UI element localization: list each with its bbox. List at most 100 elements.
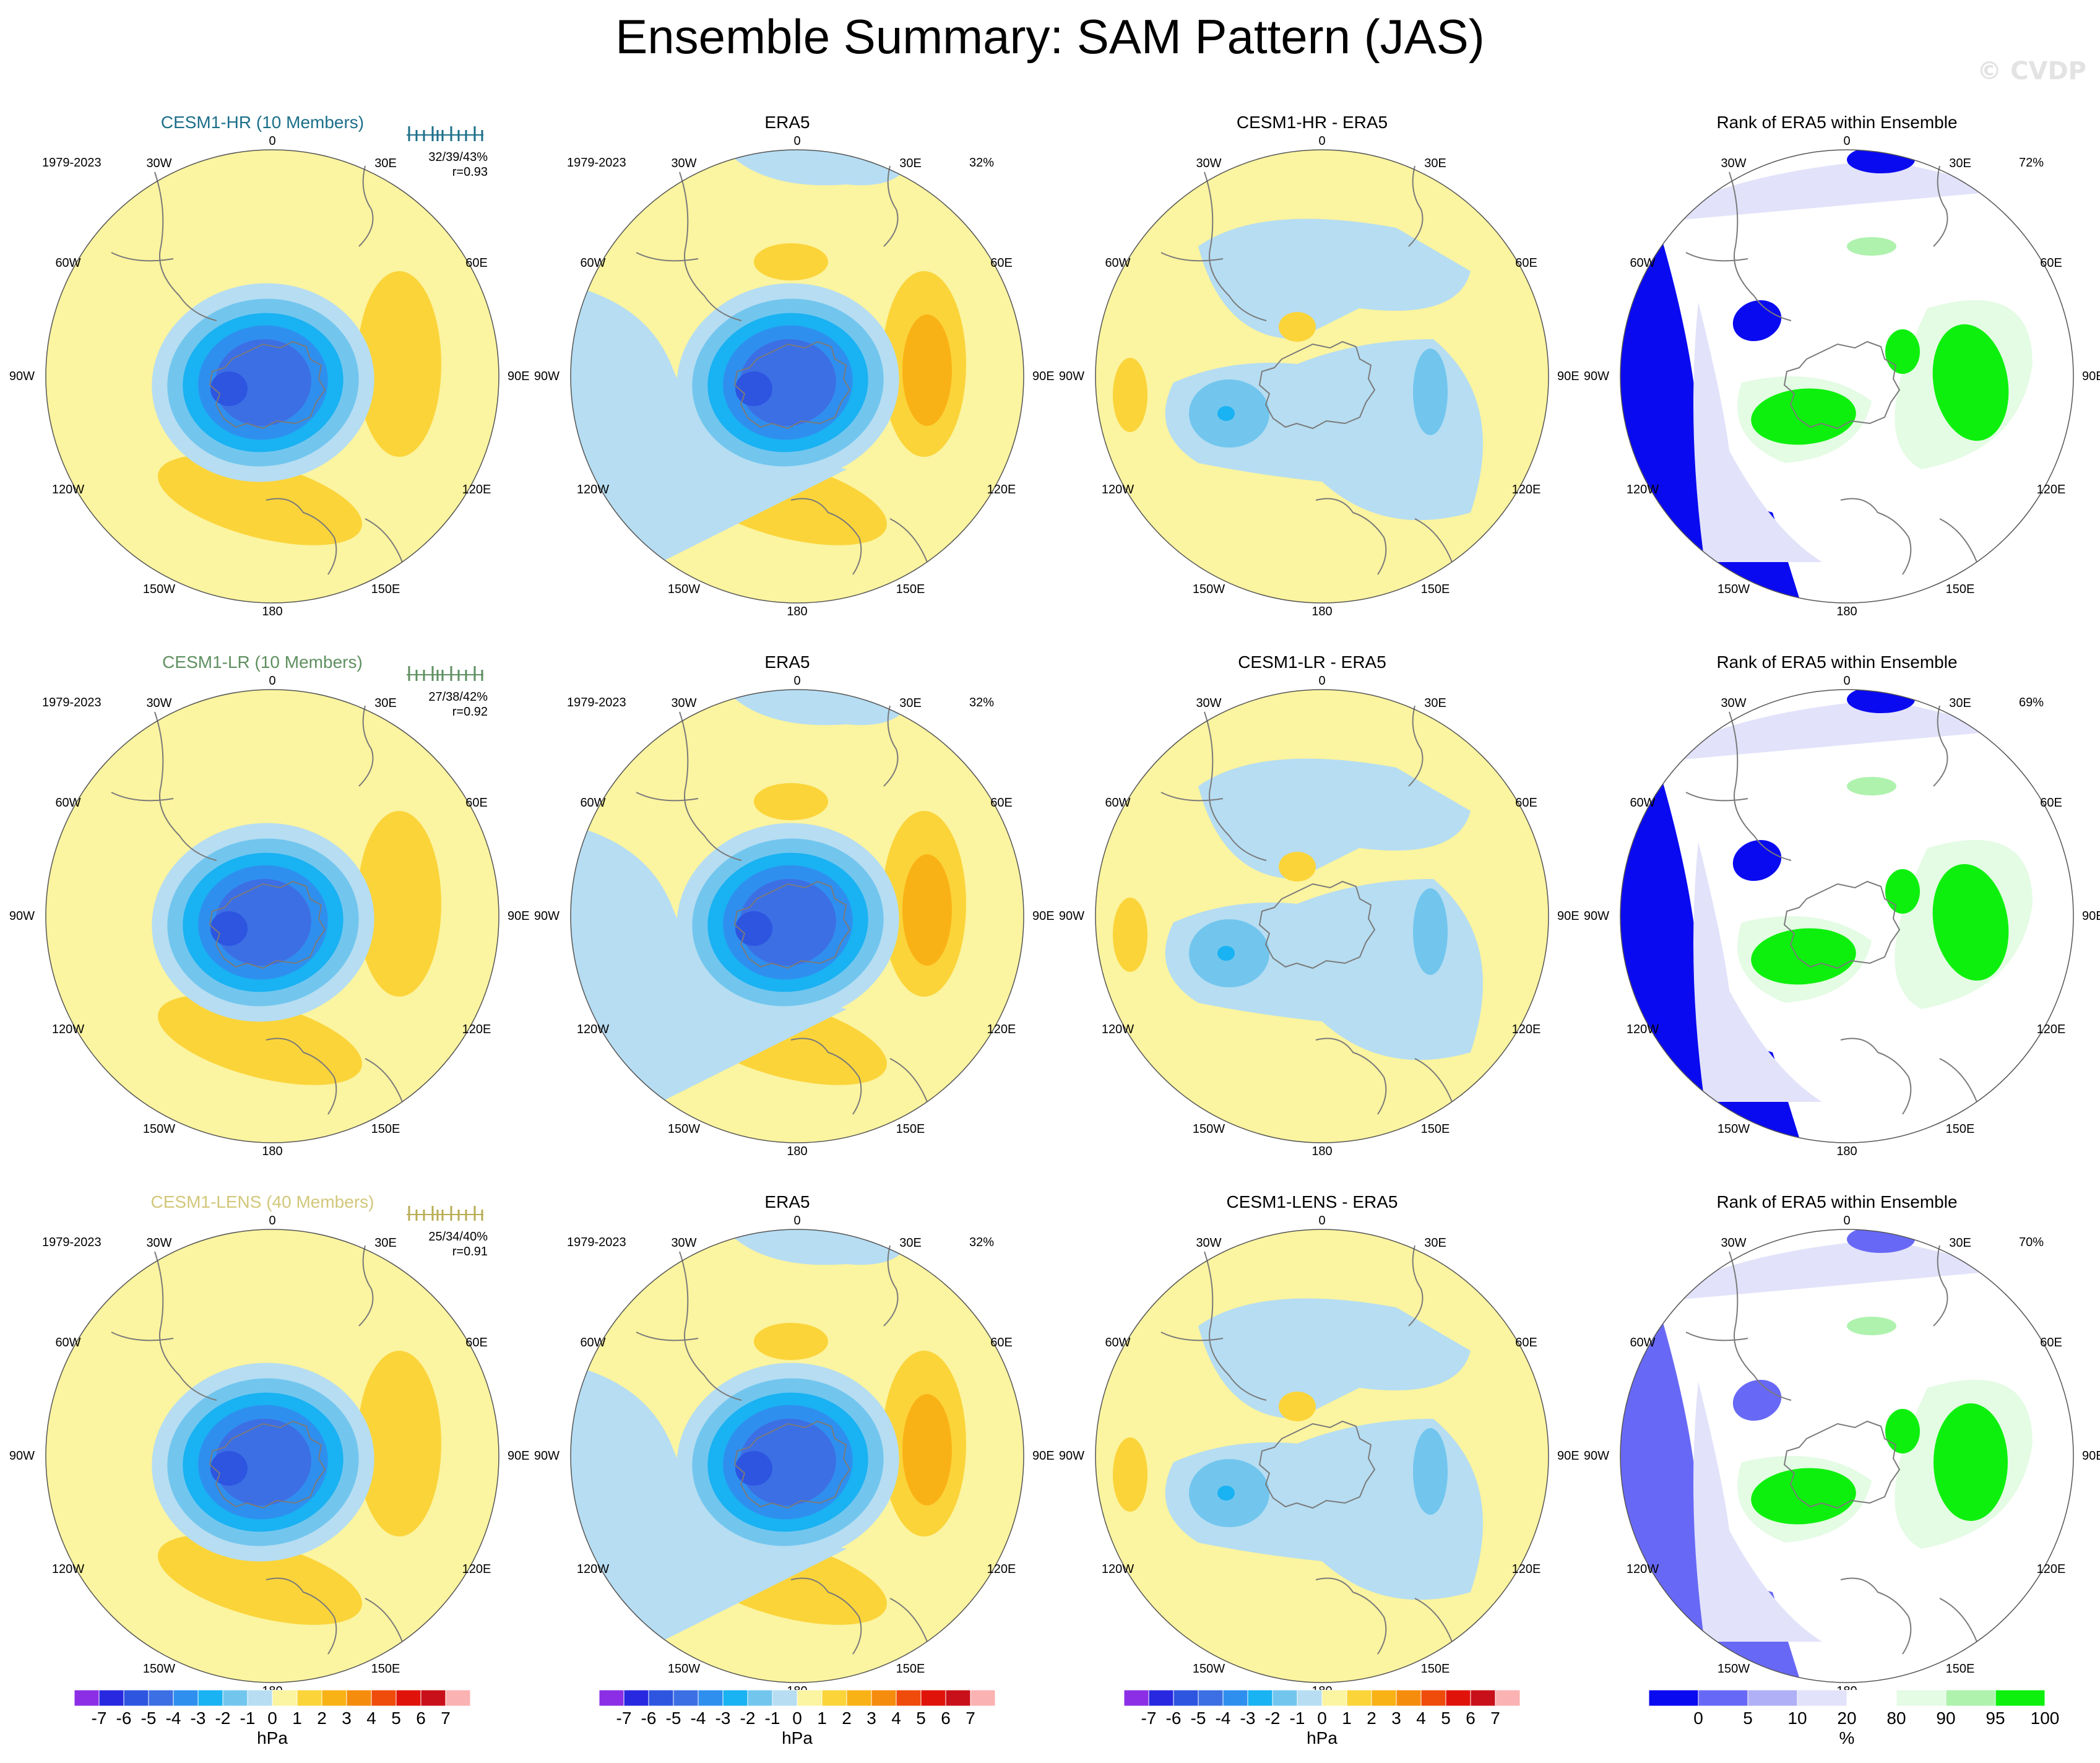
colorbar: -7 -6 -5 -4 -3 -2 -1 0 1 2 3 4 5 6 7 hPa (74, 1690, 470, 1748)
low-pressure-core (735, 911, 772, 946)
longitude-label: 120W (51, 483, 85, 496)
colorbar-tick-label: 5 (1743, 1709, 1753, 1728)
coastlines (111, 1245, 403, 1655)
longitude-label: 90W (1058, 1449, 1084, 1463)
member-tick-strip (407, 1206, 483, 1221)
high-core-east (902, 854, 952, 966)
coastlines (636, 705, 928, 1115)
colorbar-tick-label: -1 (764, 1709, 780, 1728)
colorbar-tick-label: -2 (740, 1709, 756, 1728)
longitude-label: 150E (1420, 1662, 1450, 1676)
map-border (1095, 689, 1549, 1143)
colorbar-box (123, 1690, 149, 1706)
colorbar-box (420, 1690, 446, 1706)
longitude-label: 90W (1583, 909, 1609, 923)
longitude-label: 60W (55, 796, 81, 810)
longitude-label: 60W (580, 256, 606, 270)
map-border (1620, 149, 2074, 604)
colorbar-box (623, 1690, 649, 1706)
colorbar-box (1124, 1690, 1149, 1706)
panel-rank-row3: Rank of ERA5 within Ensemble 0 30E 60E 90E 12… (1575, 1179, 2100, 1718)
longitude-label: 150W (667, 583, 701, 596)
longitude-label: 150E (371, 1662, 400, 1676)
high-lobe-east (357, 811, 441, 997)
colorbar-tick-label: 4 (891, 1709, 901, 1728)
longitude-label: 180 (262, 605, 283, 618)
longitude-label: 180 (1836, 1145, 1857, 1158)
longitude-label: 30W (1721, 157, 1747, 170)
longitude-label: 150E (896, 583, 925, 596)
colorbar-tick-label: 6 (1466, 1709, 1476, 1728)
longitude-label: 180 (787, 1145, 808, 1158)
longitude-label: 120E (987, 1562, 1016, 1576)
colorbar-tick-label: -7 (616, 1709, 632, 1728)
map-border (45, 149, 499, 604)
colorbar-tick-label: -3 (190, 1709, 206, 1728)
high-lobe-south (158, 455, 362, 545)
longitude-label: 90W (534, 1449, 560, 1463)
longitude-label: 60E (1515, 1336, 1537, 1349)
longitude-label: 30W (671, 1236, 697, 1250)
longitude-label: 30E (899, 1236, 922, 1250)
colorbar-box (1272, 1690, 1298, 1706)
colorbar: -7 -6 -5 -4 -3 -2 -1 0 1 2 3 4 5 6 7 hPa (1124, 1690, 1520, 1748)
colorbar-box (445, 1690, 470, 1706)
map-border (570, 149, 1024, 604)
rank-high-south (1751, 388, 1856, 445)
longitude-label: 0 (793, 1214, 801, 1228)
positive-blob (1279, 852, 1316, 882)
period-label: 1979-2023 (567, 156, 626, 170)
longitude-label: 90W (534, 370, 560, 383)
panel-model-row2: CESM1-LR (10 Members) 0 30E 60E 90E 120E 150E 1… (0, 639, 530, 1179)
longitude-label: 30E (1949, 696, 1971, 710)
longitude-label: 90E (1557, 1449, 1579, 1463)
longitude-label: 30E (899, 157, 922, 170)
ensemble-stats: 25/34/40% r=0.91 (401, 1229, 488, 1259)
longitude-label: 0 (1843, 1214, 1851, 1228)
longitude-label: 30W (1196, 157, 1222, 170)
colorbar-tick-label: 3 (342, 1709, 352, 1728)
coastlines (1685, 1245, 1977, 1655)
colorbar-tick-label: -6 (1165, 1709, 1182, 1728)
colorbar-box (197, 1690, 223, 1706)
period-label: 1979-2023 (42, 1236, 102, 1249)
colorbar-tick-label: 10 (1787, 1709, 1807, 1728)
colorbar-box (1896, 1690, 1947, 1706)
longitude-label: 30W (1196, 1236, 1222, 1250)
panel-title: Rank of ERA5 within Ensemble (1716, 1192, 1958, 1211)
member-tick-strip (407, 126, 483, 141)
longitude-label: 120E (2036, 1562, 2066, 1576)
high-core-east (902, 1394, 952, 1505)
colorbar-box (1198, 1690, 1224, 1706)
low-pressure-contour (740, 1418, 836, 1506)
high-lobe-east (357, 1351, 441, 1536)
longitude-label: 0 (269, 1214, 276, 1228)
map-border (45, 1229, 499, 1683)
longitude-label: 150E (1945, 583, 1975, 596)
colorbar-tick-label: 2 (317, 1709, 327, 1728)
ensemble-stats: 27/38/42% r=0.92 (401, 690, 488, 719)
negative-region-north (1198, 758, 1471, 879)
longitude-label: 120E (1511, 1562, 1541, 1576)
map-border (570, 689, 1024, 1143)
negative-region-north (1198, 1298, 1471, 1419)
longitude-label: 60E (465, 256, 488, 270)
longitude-label: 60E (2040, 256, 2062, 270)
colorbar-box (1945, 1690, 1996, 1706)
colorbar-boxes (1649, 1690, 2045, 1706)
longitude-label: 30E (374, 696, 397, 710)
negative-center (1217, 1486, 1235, 1501)
percent-variance-label: 32% (969, 696, 995, 709)
negative-core-east (1413, 1428, 1448, 1515)
rank-low-inner (1732, 1379, 1782, 1421)
longitude-label: 120W (576, 1023, 610, 1036)
coastlines (636, 165, 928, 575)
negative-core-east (1413, 888, 1448, 975)
longitude-label: 180 (1836, 605, 1857, 618)
longitude-label: 60W (1105, 796, 1131, 810)
colorbar-tick-label: 5 (391, 1709, 401, 1728)
rank-lowish-band (1693, 1382, 1822, 1642)
polar-map (1095, 149, 1549, 604)
colorbar-box (247, 1690, 273, 1706)
figure-title: Ensemble Summary: SAM Pattern (JAS) (615, 9, 1485, 64)
